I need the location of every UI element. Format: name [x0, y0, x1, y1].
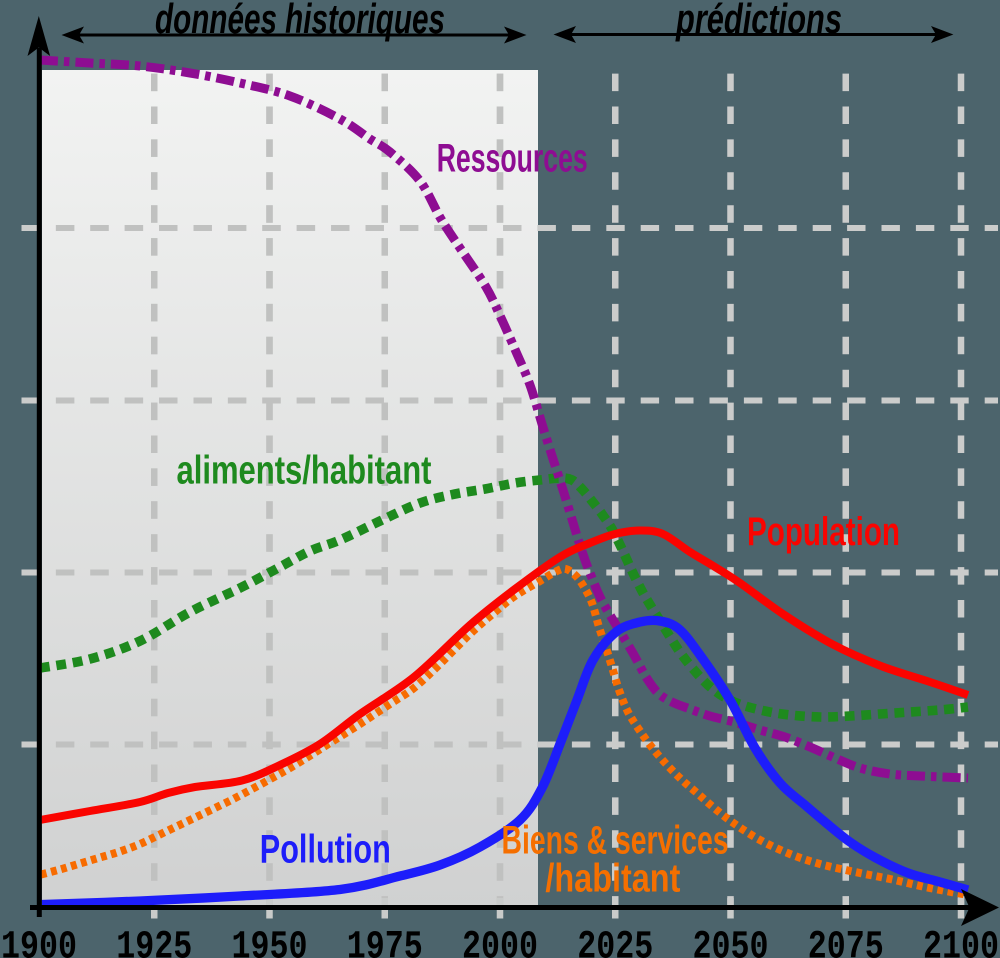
- svg-text:1950: 1950: [232, 926, 308, 958]
- svg-text:1900: 1900: [1, 926, 77, 958]
- svg-text:2025: 2025: [577, 926, 653, 958]
- svg-text:Biens & services: Biens & services: [502, 818, 729, 862]
- svg-text:données historiques: données historiques: [155, 0, 445, 42]
- svg-text:Pollution: Pollution: [260, 827, 391, 871]
- svg-text:/habitant: /habitant: [545, 857, 680, 901]
- svg-text:2100: 2100: [923, 926, 999, 958]
- svg-text:Ressources: Ressources: [437, 136, 588, 180]
- svg-text:2000: 2000: [462, 926, 538, 958]
- svg-text:1925: 1925: [116, 926, 192, 958]
- svg-text:prédictions: prédictions: [675, 0, 842, 42]
- svg-text:Population: Population: [747, 510, 900, 554]
- svg-text:2075: 2075: [808, 926, 884, 958]
- svg-text:2050: 2050: [693, 926, 769, 958]
- svg-text:aliments/habitant: aliments/habitant: [177, 449, 432, 493]
- svg-text:1975: 1975: [347, 926, 423, 958]
